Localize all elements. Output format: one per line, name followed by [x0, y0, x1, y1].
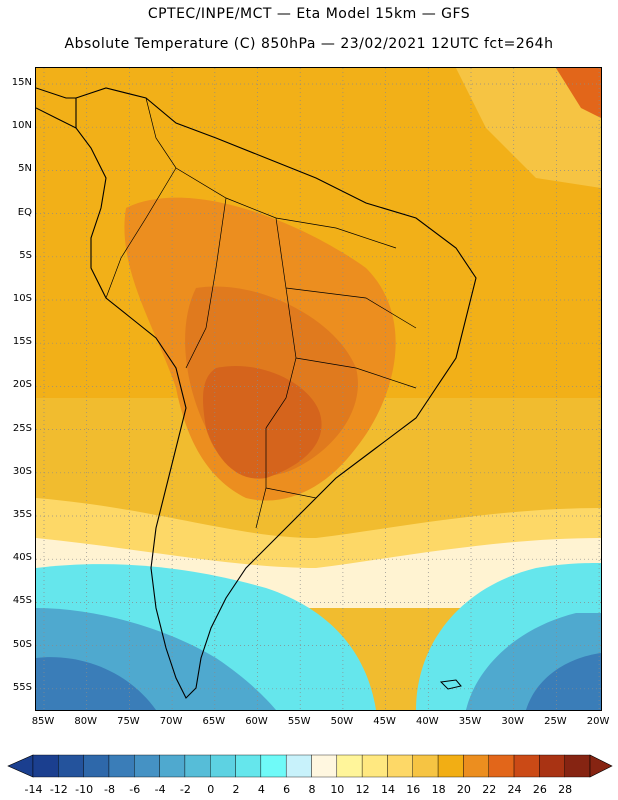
temperature-map — [35, 67, 602, 711]
colorbar-cell — [361, 754, 388, 778]
colorbar-tick-label: -8 — [103, 783, 115, 796]
lon-label: 30W — [501, 716, 524, 727]
field-hot — [203, 366, 322, 479]
colorbar-tick-label: 20 — [456, 783, 471, 796]
colorbar-cell — [387, 754, 413, 778]
lon-label: 60W — [245, 716, 268, 727]
colorbar-tick-label: 18 — [431, 783, 446, 796]
lon-label: 70W — [159, 716, 183, 727]
lat-label: 45S — [12, 595, 32, 607]
colorbar-tick-label: 8 — [308, 783, 316, 796]
lon-label: 55W — [287, 716, 311, 727]
colorbar-arrow-left — [7, 754, 34, 778]
colorbar-tick-label: 4 — [257, 783, 265, 796]
colorbar-tick-label: 22 — [482, 783, 497, 796]
lat-label: 15S — [12, 336, 32, 348]
lat-label: 25S — [12, 422, 32, 434]
colorbar-cell — [159, 754, 186, 778]
colorbar-cell — [412, 754, 439, 778]
colorbar-tick-label: 12 — [355, 783, 370, 796]
lat-label: 10N — [11, 120, 32, 132]
colorbar-tick-label: 26 — [532, 783, 547, 796]
colorbar-tick-label: -6 — [129, 783, 141, 796]
colorbar-cell — [108, 754, 135, 778]
colorbar-tick-label: 16 — [406, 783, 421, 796]
field-ne-hot — [556, 68, 601, 118]
lon-label: 80W — [74, 716, 97, 727]
country-borders — [105, 97, 417, 529]
colorbar-cell — [32, 754, 59, 778]
colorbar-tick-label: 2 — [232, 783, 240, 796]
colorbar-cell — [285, 754, 312, 778]
colorbar-tick-label: -14 — [24, 783, 43, 796]
lat-label: EQ — [17, 206, 32, 218]
colorbar-cell — [58, 754, 84, 778]
chart-title-line1: CPTEC/INPE/MCT — Eta Model 15km — GFS — [147, 6, 471, 22]
colorbar — [7, 754, 613, 778]
colorbar-cell — [134, 754, 160, 778]
colorbar-tick-label: -12 — [49, 783, 68, 796]
colorbar-cell — [260, 754, 287, 778]
colorbar-cell — [513, 754, 540, 778]
lat-label: 50S — [12, 638, 32, 650]
lat-label: 35S — [12, 509, 32, 520]
falklands-outline — [439, 679, 462, 690]
lon-label: 50W — [330, 716, 354, 727]
colorbar-cell — [539, 754, 565, 778]
colorbar-cell — [488, 754, 515, 778]
colorbar-tick-label: -2 — [179, 783, 191, 796]
lat-label: 5S — [19, 249, 32, 261]
field-blue2-w — [36, 657, 156, 710]
lat-label: 20S — [12, 379, 32, 391]
lon-label: 65W — [202, 716, 226, 727]
colorbar-cell — [83, 754, 110, 778]
field-blue2-e — [526, 653, 601, 710]
chart-title-line2: Absolute Temperature (C) 850hPa — 23/02/… — [64, 36, 554, 52]
central-america-outline — [36, 87, 77, 129]
field-ne-cool — [456, 68, 601, 188]
lon-label: 20W — [586, 716, 610, 727]
colorbar-tick-label: 10 — [330, 783, 345, 796]
colorbar-tick-label: 0 — [207, 783, 215, 796]
colorbar-cell — [210, 754, 236, 778]
lon-label: 25W — [544, 716, 567, 727]
colorbar-cell — [311, 754, 338, 778]
colorbar-arrow-right — [589, 754, 613, 778]
lon-label: 45W — [373, 716, 396, 727]
colorbar-cell — [336, 754, 363, 778]
colorbar-tick-label: -4 — [154, 783, 166, 796]
colorbar-tick-label: -10 — [75, 783, 94, 796]
colorbar-tick-label: 6 — [283, 783, 291, 796]
lat-label: 55S — [12, 681, 32, 693]
colorbar-cell — [564, 754, 591, 778]
colorbar-cell — [235, 754, 262, 778]
lat-label: 10S — [12, 293, 32, 304]
lat-label: 5N — [18, 163, 32, 175]
colorbar-tick-label: 24 — [507, 783, 522, 796]
colorbar-tick-label: 14 — [380, 783, 395, 796]
lon-label: 75W — [117, 716, 140, 727]
colorbar-cell — [463, 754, 489, 778]
colorbar-cell — [184, 754, 211, 778]
lon-label: 35W — [458, 716, 482, 727]
lat-label: 30S — [12, 465, 32, 477]
lon-label: 40W — [415, 716, 439, 727]
map-canvas — [36, 68, 601, 710]
lat-label: 15N — [11, 77, 32, 88]
colorbar-cell — [437, 754, 464, 778]
colorbar-tick-label: 28 — [558, 783, 573, 796]
continent-outline — [75, 87, 477, 699]
lat-label: 40S — [12, 552, 32, 564]
lon-label: 85W — [31, 716, 55, 727]
